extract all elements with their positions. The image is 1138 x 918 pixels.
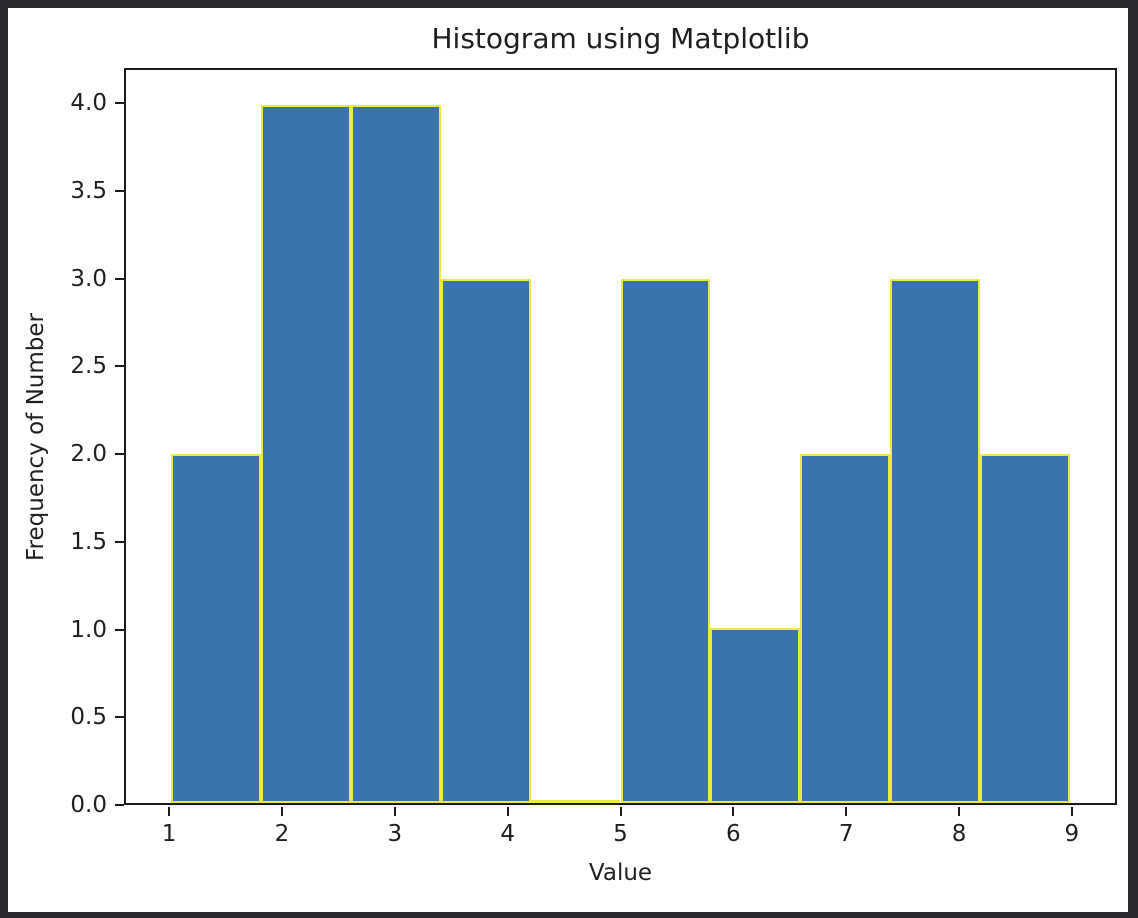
y-tick-mark [115, 277, 124, 280]
y-axis-label: Frequency of Number [23, 313, 49, 562]
histogram-bar [980, 453, 1071, 803]
x-tick-label: 9 [1064, 821, 1080, 847]
x-axis-ticks: 1 2 3 4 5 6 7 8 9 [124, 805, 1117, 875]
histogram-bar [890, 279, 981, 803]
y-tick-mark [115, 102, 124, 105]
x-axis-label: Value [588, 860, 653, 886]
y-tick-label: 0.0 [70, 792, 107, 818]
x-tick-mark [168, 807, 171, 816]
x-tick-mark [393, 807, 396, 816]
y-tick-mark [115, 189, 124, 192]
chart-title: Histogram using Matplotlib [431, 22, 810, 55]
x-tick-label: 8 [951, 821, 967, 847]
x-tick-mark [732, 807, 735, 816]
y-tick-label: 3.0 [70, 265, 107, 292]
histogram-bar [440, 279, 531, 803]
x-tick-label: 4 [500, 821, 515, 847]
x-tick-label: 3 [387, 821, 403, 847]
histogram-bar [530, 800, 621, 803]
y-tick-label: 4.0 [70, 90, 107, 117]
x-tick-mark [280, 807, 283, 816]
x-tick-label: 5 [613, 821, 628, 847]
y-tick-label: 3.5 [70, 177, 107, 204]
x-tick-label: 7 [838, 821, 854, 847]
x-tick-mark [1070, 807, 1073, 816]
y-tick-mark [115, 365, 124, 368]
x-tick-mark [958, 807, 961, 816]
y-tick-mark [115, 540, 124, 543]
y-tick-mark [115, 453, 124, 456]
x-tick-mark [845, 807, 848, 816]
y-tick-label: 1.5 [70, 528, 107, 555]
x-tick-label: 1 [161, 821, 177, 847]
figure-canvas: Histogram using Matplotlib 1 2 3 4 5 6 7 8 9 0.0… [8, 8, 1128, 912]
histogram-bar [710, 628, 801, 803]
histogram-bar [800, 453, 891, 803]
histogram-bar [620, 279, 711, 803]
y-tick-mark [115, 628, 124, 631]
plot-area [124, 68, 1117, 805]
y-tick-label: 0.5 [70, 704, 107, 731]
y-tick-label: 1.0 [70, 616, 107, 643]
y-tick-label: 2.0 [70, 441, 107, 468]
x-tick-mark [619, 807, 622, 816]
x-tick-mark [506, 807, 509, 816]
y-tick-label: 2.5 [70, 353, 107, 380]
histogram-bar [170, 453, 261, 803]
y-tick-mark [115, 804, 124, 806]
histogram-bar [260, 104, 351, 803]
y-tick-mark [115, 716, 124, 719]
x-tick-label: 6 [726, 821, 741, 847]
histogram-bar [350, 104, 441, 803]
y-axis-ticks: 0.0 0.5 1.0 1.5 2.0 2.5 3.0 3.5 4.0 [8, 68, 124, 818]
bars-layer [126, 70, 1115, 803]
x-tick-label: 2 [274, 821, 290, 847]
